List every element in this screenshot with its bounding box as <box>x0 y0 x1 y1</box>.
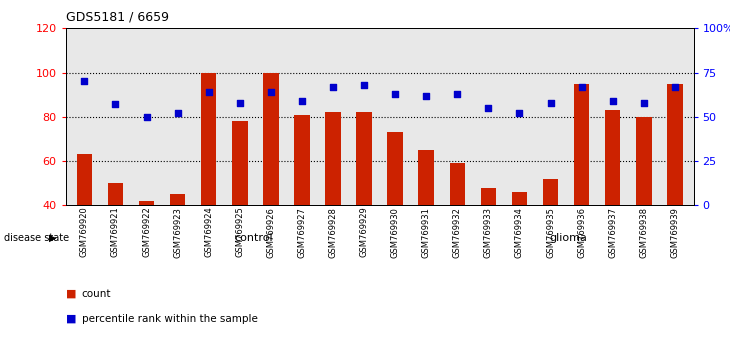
Point <box>141 114 153 120</box>
Text: glioma: glioma <box>549 233 587 243</box>
Point <box>545 100 556 105</box>
Bar <box>512 192 527 205</box>
Bar <box>325 113 341 205</box>
Point <box>514 110 526 116</box>
Point <box>265 89 277 95</box>
Point <box>234 100 245 105</box>
Bar <box>480 188 496 205</box>
Bar <box>450 163 465 205</box>
Bar <box>667 84 683 205</box>
Bar <box>605 110 620 205</box>
Bar <box>263 73 279 205</box>
Bar <box>107 183 123 205</box>
Point <box>358 82 370 88</box>
Point <box>483 105 494 111</box>
Bar <box>418 150 434 205</box>
Bar <box>574 84 589 205</box>
Bar <box>636 117 652 205</box>
Point <box>607 98 618 104</box>
Bar <box>232 121 247 205</box>
Bar <box>356 113 372 205</box>
Bar <box>170 194 185 205</box>
Point <box>389 91 401 97</box>
Bar <box>294 115 310 205</box>
Point <box>296 98 308 104</box>
Text: ■: ■ <box>66 289 76 299</box>
Text: percentile rank within the sample: percentile rank within the sample <box>82 314 258 324</box>
Point <box>451 91 463 97</box>
Text: disease state: disease state <box>4 233 69 243</box>
Point <box>669 84 680 90</box>
Bar <box>77 154 92 205</box>
Text: control: control <box>235 233 273 243</box>
Text: ■: ■ <box>66 314 76 324</box>
Bar <box>543 179 558 205</box>
Point <box>110 102 121 107</box>
Text: count: count <box>82 289 111 299</box>
Bar <box>201 73 216 205</box>
Bar <box>139 201 154 205</box>
Point <box>79 79 91 84</box>
Text: GDS5181 / 6659: GDS5181 / 6659 <box>66 11 169 24</box>
Point <box>172 110 183 116</box>
Point <box>327 84 339 90</box>
Point <box>576 84 588 90</box>
Point <box>638 100 650 105</box>
Point <box>420 93 432 98</box>
Bar <box>388 132 403 205</box>
Point <box>203 89 215 95</box>
Text: ▶: ▶ <box>49 233 56 243</box>
